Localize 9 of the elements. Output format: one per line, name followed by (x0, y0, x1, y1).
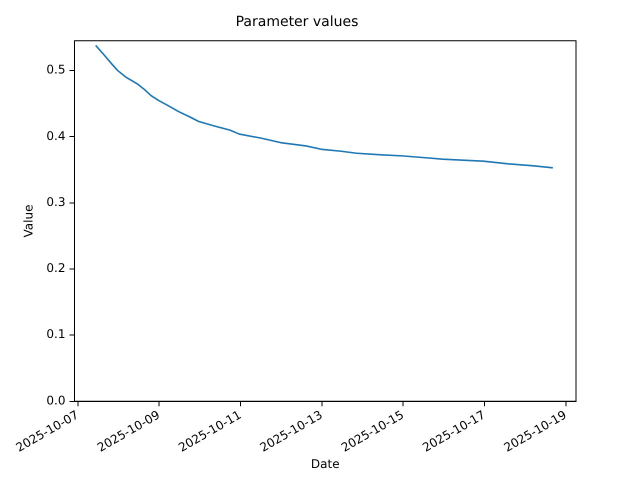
y-axis-title: Value (21, 204, 36, 238)
y-tick-label: 0.3 (46, 194, 66, 209)
y-tick-label: 0.1 (46, 327, 66, 342)
x-axis-title: Date (310, 456, 340, 471)
y-tick-label: 0.2 (46, 261, 66, 276)
y-tick-label: 0.5 (46, 62, 66, 77)
y-tick-label: 0.0 (46, 393, 66, 408)
y-tick-label: 0.4 (46, 128, 66, 143)
chart-title: Parameter values (236, 14, 358, 30)
